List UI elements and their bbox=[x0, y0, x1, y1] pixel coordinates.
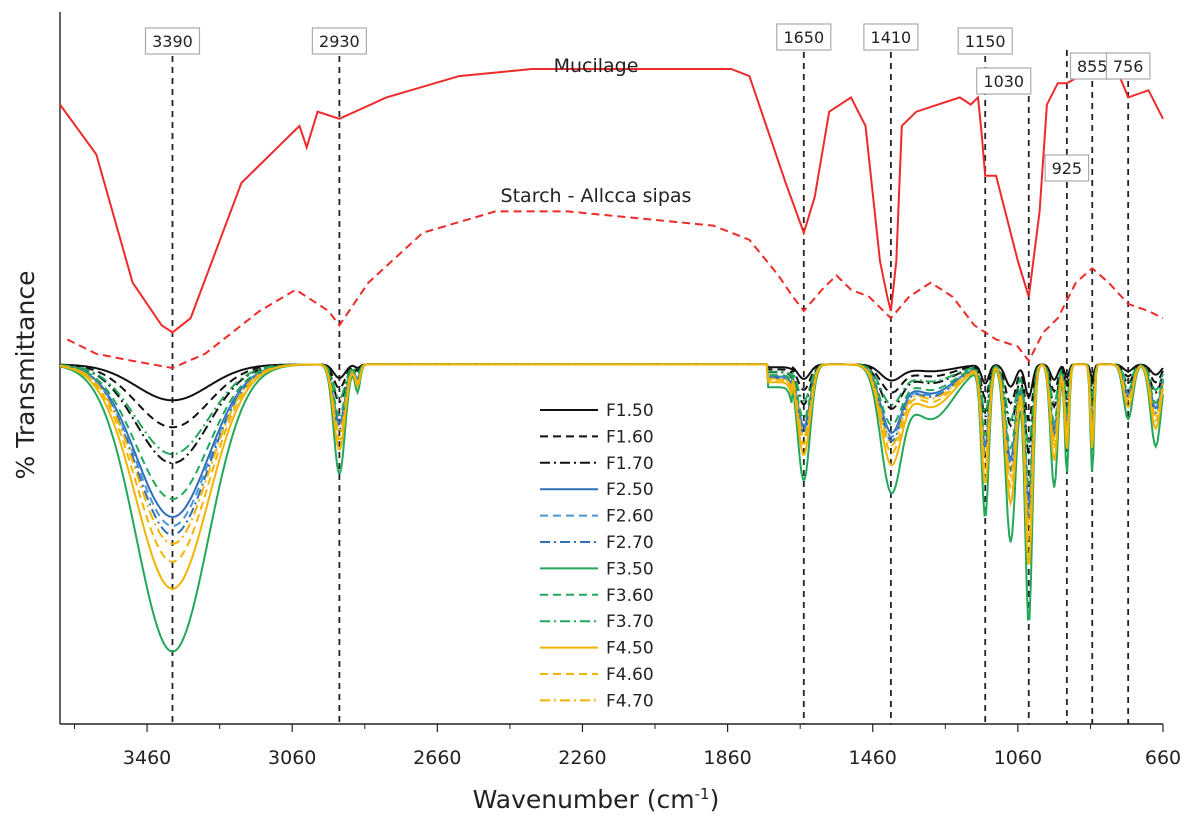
axes bbox=[59, 12, 1164, 732]
x-tick-label: 3460 bbox=[123, 747, 171, 769]
legend-label: F2.70 bbox=[606, 533, 654, 553]
x-tick-label: 3060 bbox=[268, 747, 316, 769]
legend-label: F2.50 bbox=[606, 480, 654, 500]
legend-label: F1.60 bbox=[606, 427, 654, 447]
peak-guide-lines bbox=[171, 50, 1130, 724]
x-tick-label: 1460 bbox=[849, 747, 897, 769]
peak-label-box bbox=[1105, 52, 1151, 80]
x-axis-title-close: ) bbox=[710, 785, 720, 814]
peak-label: 1410 bbox=[871, 28, 912, 47]
peak-label: 1030 bbox=[983, 72, 1024, 91]
legend-label: F4.60 bbox=[606, 665, 654, 685]
series-line bbox=[59, 68, 1164, 334]
peak-label-box bbox=[776, 23, 832, 51]
peak-labels: 3390 2930 1650 1410 1150 1030 925 855 756 bbox=[144, 23, 1151, 182]
series-line bbox=[66, 210, 1164, 370]
legend-label: F4.50 bbox=[606, 639, 654, 659]
legend: F1.50 F1.60 F1.70 F2.50 F2.60 F2.70 F3.50 F3.60… bbox=[540, 401, 654, 711]
x-tick-label: 2660 bbox=[413, 747, 461, 769]
x-tick-labels: 3460 3060 2660 2260 1860 1460 1060 660 bbox=[123, 747, 1181, 769]
peak-label: 1150 bbox=[965, 32, 1006, 51]
peak-label-box bbox=[1044, 154, 1090, 182]
peak-label: 855 bbox=[1077, 57, 1108, 76]
x-axis-title-main: Wavenumber (cm bbox=[473, 785, 695, 814]
peak-label: 925 bbox=[1052, 159, 1083, 178]
peak-label: 3390 bbox=[152, 32, 193, 51]
x-tick-label: 1060 bbox=[994, 747, 1042, 769]
legend-label: F4.70 bbox=[606, 691, 654, 711]
series-annotation: Starch - Allcca sipas bbox=[501, 185, 692, 207]
series-annotation: Mucilage bbox=[554, 55, 639, 77]
spectra-lines bbox=[59, 68, 1164, 653]
peak-label-box bbox=[311, 27, 367, 55]
x-axis-title: Wavenumber (cm-1) bbox=[473, 785, 720, 814]
series-annotations: Mucilage Starch - Allcca sipas bbox=[501, 55, 692, 207]
x-tick-label: 1860 bbox=[703, 747, 751, 769]
x-tick-label: 660 bbox=[1145, 747, 1181, 769]
peak-label-box bbox=[976, 67, 1032, 95]
legend-label: F3.70 bbox=[606, 612, 654, 632]
y-axis-title: % Transmittance bbox=[11, 271, 40, 480]
peak-label-box bbox=[144, 27, 201, 55]
legend-label: F1.70 bbox=[606, 454, 654, 474]
x-tick-label: 2260 bbox=[558, 747, 606, 769]
peak-label-box bbox=[863, 23, 919, 51]
series-line bbox=[59, 363, 1164, 429]
peak-label: 2930 bbox=[319, 32, 360, 51]
legend-label: F3.50 bbox=[606, 559, 654, 579]
legend-label: F3.60 bbox=[606, 586, 654, 606]
peak-label: 1650 bbox=[783, 28, 824, 47]
series-line bbox=[59, 363, 1164, 456]
series-line bbox=[59, 363, 1164, 563]
legend-label: F1.50 bbox=[606, 401, 654, 421]
peak-label-box bbox=[957, 27, 1013, 55]
x-axis-title-sup: -1 bbox=[695, 785, 710, 803]
series-line bbox=[59, 363, 1164, 545]
peak-label: 756 bbox=[1113, 57, 1144, 76]
legend-label: F2.60 bbox=[606, 507, 654, 527]
